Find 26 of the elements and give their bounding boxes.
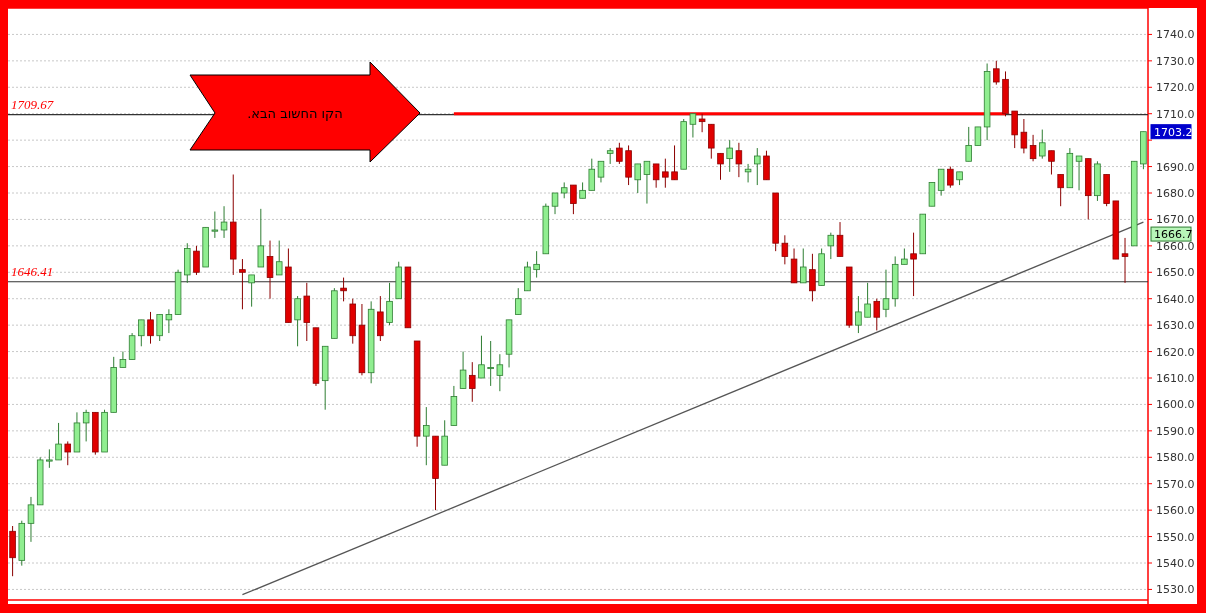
- ytick: 1600.0: [1156, 398, 1195, 412]
- ytick: 1590.0: [1156, 424, 1195, 438]
- ytick: 1680.0: [1156, 187, 1195, 200]
- ytick: 1630.0: [1156, 319, 1195, 333]
- ytick: 1720.0: [1156, 81, 1195, 95]
- ytick: 1650.0: [1156, 266, 1195, 280]
- ytick: 1610.0: [1156, 372, 1195, 385]
- ytick: 1580.0: [1156, 451, 1195, 465]
- ytick: 1730.0: [1156, 54, 1195, 68]
- ytick: 1710.0: [1156, 107, 1195, 121]
- price-label: 1666.7: [1154, 228, 1193, 242]
- ytick: 1560.0: [1156, 504, 1195, 518]
- ytick: 1690.0: [1156, 160, 1195, 174]
- ref-label: 1709.67: [11, 96, 54, 112]
- ytick: 1640.0: [1156, 292, 1195, 306]
- ytick: 1660.0: [1156, 239, 1195, 253]
- ytick: 1570.0: [1156, 477, 1195, 491]
- ytick: 1550.0: [1156, 530, 1195, 544]
- arrow-text: הקו החשוב הבא.: [247, 106, 343, 121]
- ytick: 1540.0: [1156, 557, 1195, 570]
- ytick: 1620.0: [1156, 345, 1195, 359]
- ytick: 1670.0: [1156, 213, 1195, 227]
- ytick: 1530.0: [1156, 583, 1195, 597]
- ytick: 1740.0: [1156, 28, 1195, 42]
- price-label: 1703.2: [1154, 125, 1193, 139]
- ref-label: 1646.41: [11, 263, 54, 279]
